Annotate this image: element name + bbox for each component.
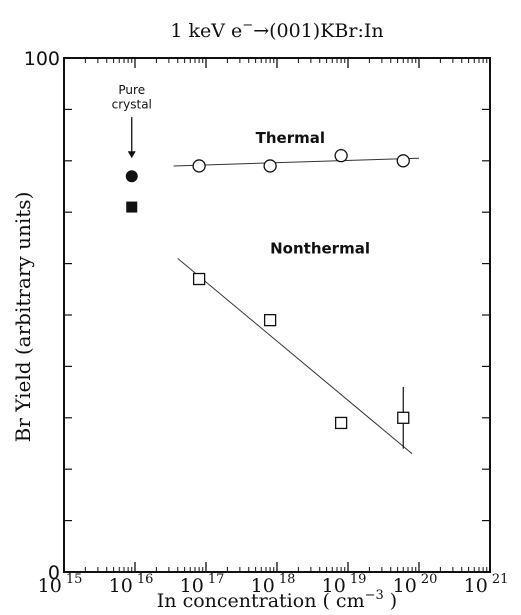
chart-title-arrow: → bbox=[253, 20, 269, 42]
thermal-point bbox=[263, 159, 277, 173]
thermal-annotation: Thermal bbox=[256, 129, 325, 147]
nonthermal-annotation: Nonthermal bbox=[270, 239, 370, 257]
x-tick-label-exponent: 15 bbox=[66, 572, 83, 587]
x-tick-label-exponent: 17 bbox=[208, 572, 225, 587]
fit-line bbox=[173, 157, 420, 167]
x-tick-label-base: 10 bbox=[180, 575, 204, 597]
pure-crystal-nonthermal-point bbox=[126, 201, 138, 213]
x-tick-label-base: 10 bbox=[393, 575, 417, 597]
x-axis-label-main: In concentration ( cm bbox=[157, 590, 365, 612]
chart-title: 1 keV e−→(001)KBr:In bbox=[170, 18, 383, 42]
x-tick-label-exponent: 21 bbox=[492, 572, 509, 587]
chart-title-rest: (001)KBr:In bbox=[269, 20, 383, 42]
x-tick-label-base: 10 bbox=[109, 575, 133, 597]
x-tick-label-exponent: 16 bbox=[137, 572, 154, 587]
fit-line bbox=[177, 258, 413, 455]
pure-crystal-arrowhead bbox=[127, 151, 136, 159]
x-tick-label: 10 19 bbox=[322, 572, 367, 597]
x-axis-label-superscript: −3 bbox=[365, 588, 384, 603]
y-tick-labels: 0 100 bbox=[24, 48, 60, 584]
nonthermal-point bbox=[192, 272, 206, 286]
x-tick-labels: 10 15 10 16 10 17 10 18 10 19 10 20 10 21 bbox=[38, 572, 509, 597]
x-tick-label-base: 10 bbox=[38, 575, 62, 597]
x-tick-label: 10 17 bbox=[180, 572, 225, 597]
x-tick-label-exponent: 18 bbox=[279, 572, 296, 587]
pure-crystal-label-line1: Pure bbox=[118, 83, 145, 97]
thermal-point bbox=[396, 154, 410, 168]
x-tick-label: 10 18 bbox=[251, 572, 296, 597]
chart-title-main: 1 keV e bbox=[170, 20, 242, 42]
chart-title-superscript: − bbox=[242, 18, 253, 33]
y-tick-label: 100 bbox=[24, 48, 60, 70]
fit-lines bbox=[173, 157, 420, 455]
x-tick-label-base: 10 bbox=[464, 575, 488, 597]
x-axis-label-end: ) bbox=[384, 590, 397, 612]
x-tick-label-base: 10 bbox=[251, 575, 275, 597]
y-tick-label: 0 bbox=[48, 562, 60, 584]
x-tick-label-exponent: 20 bbox=[421, 572, 438, 587]
axis-ticks bbox=[63, 58, 491, 572]
pure-crystal-thermal-point bbox=[125, 170, 138, 183]
x-tick-label: 10 15 bbox=[38, 572, 83, 597]
nonthermal-point bbox=[334, 416, 348, 430]
data-marks bbox=[125, 149, 410, 449]
nonthermal-point bbox=[397, 411, 410, 424]
x-tick-label-base: 10 bbox=[322, 575, 346, 597]
x-tick-label: 10 16 bbox=[109, 572, 154, 597]
x-axis-label: In concentration ( cm−3 ) bbox=[157, 588, 397, 612]
nonthermal-point bbox=[263, 313, 277, 327]
x-tick-label-exponent: 19 bbox=[350, 572, 367, 587]
x-tick-label: 10 20 bbox=[393, 572, 438, 597]
thermal-point bbox=[334, 149, 348, 163]
thermal-point bbox=[192, 159, 206, 173]
pure-crystal-label-line2: crystal bbox=[112, 97, 152, 111]
y-axis-label: Br Yield (arbitrary units) bbox=[11, 192, 35, 443]
x-tick-label: 10 21 bbox=[464, 572, 509, 597]
